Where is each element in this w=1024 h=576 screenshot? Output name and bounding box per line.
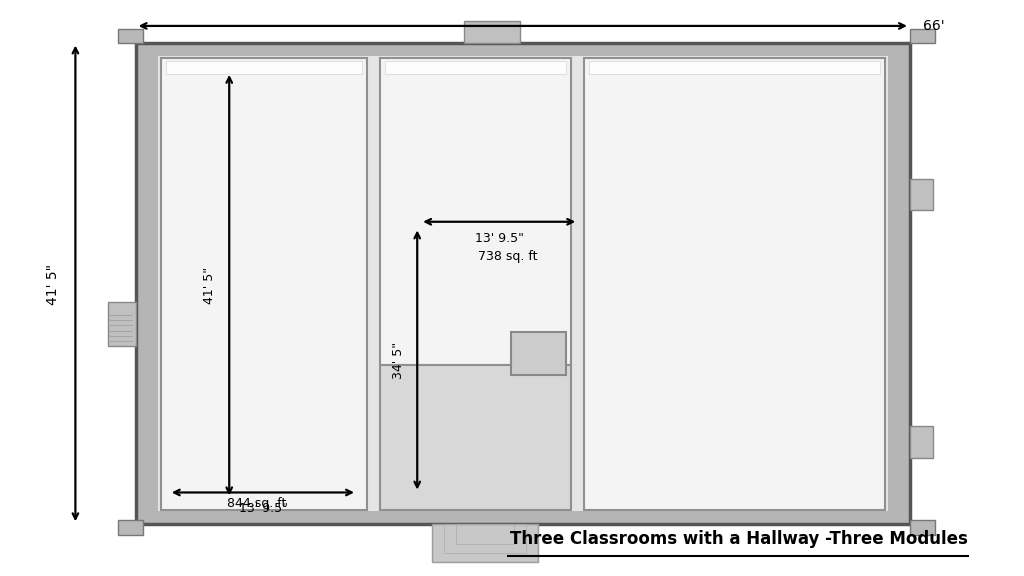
Text: 13' 9.5": 13' 9.5" xyxy=(239,502,288,516)
Bar xyxy=(465,21,520,43)
Text: 41' 5": 41' 5" xyxy=(203,267,216,304)
Text: 34' 5": 34' 5" xyxy=(391,342,404,378)
Bar xyxy=(166,61,361,74)
Bar xyxy=(910,426,933,458)
Bar xyxy=(118,29,142,43)
Bar xyxy=(432,524,538,562)
Text: 738 sq. ft: 738 sq. ft xyxy=(478,250,538,263)
Bar xyxy=(118,520,142,535)
Bar xyxy=(910,29,935,43)
Bar xyxy=(444,524,525,553)
Bar xyxy=(910,520,935,535)
Bar xyxy=(511,332,566,375)
Bar xyxy=(108,302,136,346)
Text: 66': 66' xyxy=(923,19,944,33)
Bar xyxy=(432,524,538,562)
Bar xyxy=(380,365,571,510)
Text: Three Classrooms with a Hallway -Three Modules: Three Classrooms with a Hallway -Three M… xyxy=(510,529,968,548)
Bar xyxy=(136,43,910,524)
Text: 13' 9.5": 13' 9.5" xyxy=(475,232,524,245)
Bar xyxy=(584,58,885,510)
Text: 41' 5": 41' 5" xyxy=(46,263,60,305)
Bar xyxy=(589,61,880,74)
Text: 844 sq. ft: 844 sq. ft xyxy=(226,498,286,510)
Bar xyxy=(910,179,933,210)
Bar xyxy=(385,61,566,74)
Bar xyxy=(161,58,367,510)
Bar xyxy=(457,524,514,544)
Bar xyxy=(380,58,571,365)
Bar xyxy=(158,56,888,511)
